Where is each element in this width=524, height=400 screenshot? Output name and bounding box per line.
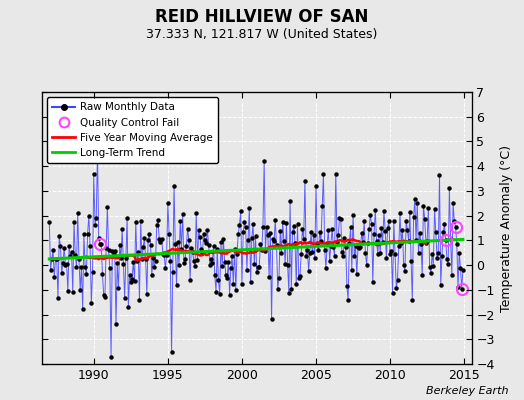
Text: REID HILLVIEW OF SAN: REID HILLVIEW OF SAN [155,8,369,26]
Legend: Raw Monthly Data, Quality Control Fail, Five Year Moving Average, Long-Term Tren: Raw Monthly Data, Quality Control Fail, … [47,97,219,163]
Text: 37.333 N, 121.817 W (United States): 37.333 N, 121.817 W (United States) [146,28,378,41]
Y-axis label: Temperature Anomaly (°C): Temperature Anomaly (°C) [500,144,514,312]
Text: Berkeley Earth: Berkeley Earth [426,386,508,396]
